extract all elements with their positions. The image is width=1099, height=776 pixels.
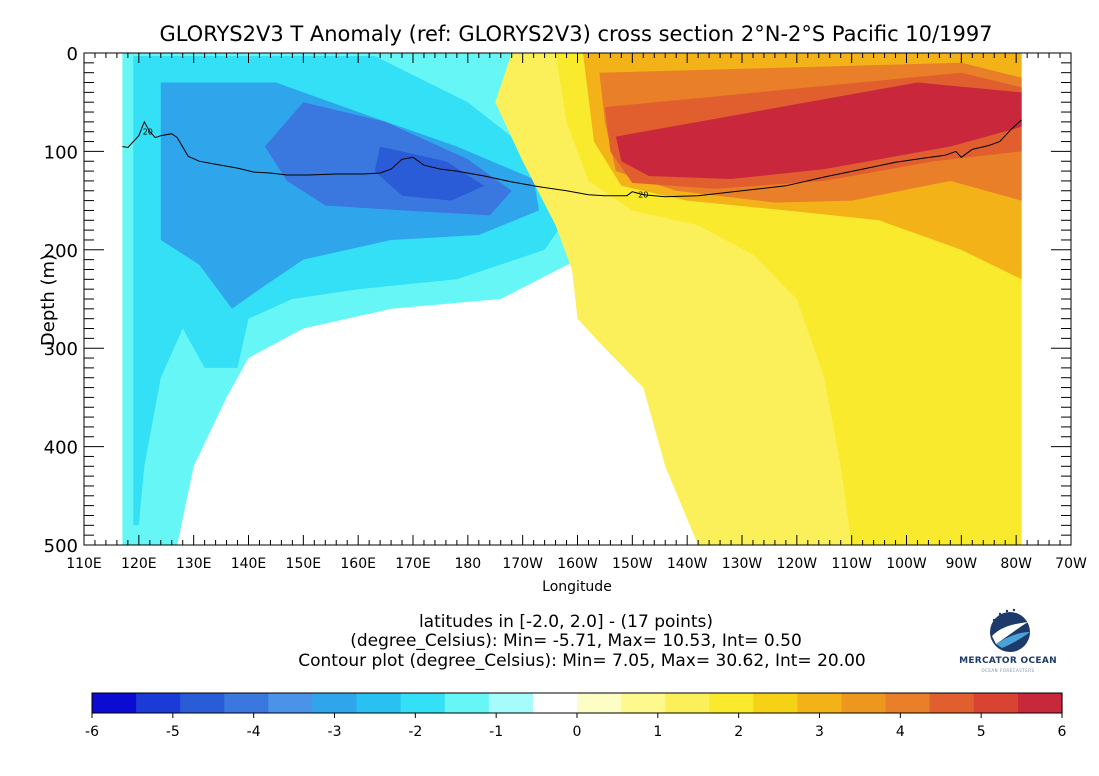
x-tick-label: 120W (777, 556, 818, 572)
colorbar-segment (400, 693, 446, 713)
x-tick-label: 150W (612, 556, 653, 572)
x-tick-label: 170E (395, 556, 431, 572)
colorbar-tick-label: -3 (328, 724, 342, 740)
x-tick-label: 150E (286, 556, 322, 572)
x-tick-label: 100W (886, 556, 927, 572)
colorbar-segment (621, 693, 666, 713)
colorbar-segment (268, 693, 314, 713)
colorbar-segment (665, 693, 710, 713)
y-tick-label: 400 (44, 438, 78, 459)
colorbar-segment (532, 693, 578, 713)
colorbar-tick-label: 5 (977, 724, 986, 740)
colorbar-segment (797, 693, 843, 713)
colorbar-tick-label: 1 (653, 724, 662, 740)
y-axis-label: Depth (m) (38, 254, 59, 346)
colorbar-segment (444, 693, 490, 713)
colorbar-tick-label: -4 (247, 724, 261, 740)
x-tick-label: 110W (831, 556, 872, 572)
x-tick-label: 70W (1055, 556, 1087, 572)
x-tick-label: 130E (176, 556, 212, 572)
info-latitudes: latitudes in [-2.0, 2.0] - (17 points) (419, 612, 713, 632)
y-tick-label: 0 (67, 44, 78, 65)
x-tick-label: 160E (340, 556, 376, 572)
colorbar-tick-label: -6 (85, 724, 99, 740)
x-tick-label: 160W (557, 556, 598, 572)
colorbar-segment (224, 693, 269, 713)
anomaly-region-pos6 (615, 82, 1022, 179)
colorbar-segment (709, 693, 754, 713)
x-tick-label: 80W (1000, 556, 1032, 572)
colorbar-tick-label: 4 (896, 724, 905, 740)
plot-area: 20 20 110E 120E 130E 140E 150E 160E 170E 180 170W 1… (44, 44, 1087, 572)
y-tick-label: 200 (44, 241, 78, 262)
x-tick-label: 140E (231, 556, 267, 572)
logo-subtitle: OCEAN FORECASTERS (981, 668, 1035, 673)
logo-name: MERCATOR OCEAN (959, 656, 1057, 666)
x-tick-label: 120E (121, 556, 157, 572)
colorbar-segment (885, 693, 931, 713)
x-tick-label: 110E (66, 556, 102, 572)
anomaly-region-neg5 (374, 146, 485, 201)
info-text: latitudes in [-2.0, 2.0] - (17 points) (… (298, 612, 866, 671)
colorbar-segment (356, 693, 402, 713)
colorbar-segment (973, 693, 1019, 713)
colorbar-tick-label: 2 (734, 724, 743, 740)
y-tick-label: 300 (44, 339, 78, 360)
x-tick-label: 140W (667, 556, 708, 572)
y-tick-label: 100 (44, 142, 78, 163)
colorbar-tick-label: 3 (815, 724, 824, 740)
contour-line-20 (122, 119, 1022, 198)
colorbar-tick-label: 6 (1058, 724, 1067, 740)
colorbar-segment (1017, 693, 1063, 713)
x-tick-label: 180 (454, 556, 481, 572)
x-tick-label: 170W (502, 556, 543, 572)
colorbar-segment (929, 693, 975, 713)
colorbar-segment (92, 693, 137, 713)
info-contour-stats: Contour plot (degree_Celsius): Min= 7.05… (298, 651, 866, 671)
colorbar-tick-label: -5 (166, 724, 180, 740)
colorbar-segment (180, 693, 225, 713)
colorbar: -6 -5 -4 -3 -2 -1 0 1 2 3 4 5 6 (85, 692, 1067, 740)
colorbar-tick-label: 0 (573, 724, 582, 740)
wave-icon (990, 608, 1030, 652)
chart-title: GLORYS2V3 T Anomaly (ref: GLORYS2V3) cro… (159, 22, 992, 46)
x-axis-label: Longitude (542, 579, 612, 595)
colorbar-segment (312, 693, 358, 713)
colorbar-segment (841, 693, 887, 713)
x-tick-label: 90W (945, 556, 977, 572)
y-tick-label: 500 (44, 536, 78, 557)
colorbar-tick-label: -1 (489, 724, 503, 740)
colorbar-tick-label: -2 (408, 724, 422, 740)
contour-label: 20 (143, 128, 153, 137)
mercator-ocean-logo: MERCATOR OCEAN OCEAN FORECASTERS (958, 606, 1062, 676)
colorbar-segment (577, 693, 622, 713)
x-tick-label: 130W (722, 556, 763, 572)
info-anomaly-stats: (degree_Celsius): Min= -5.71, Max= 10.53… (350, 631, 802, 651)
colorbar-segment (136, 693, 181, 713)
contour-label: 20 (638, 191, 648, 200)
colorbar-segment (753, 693, 799, 713)
colorbar-segment (488, 693, 534, 713)
